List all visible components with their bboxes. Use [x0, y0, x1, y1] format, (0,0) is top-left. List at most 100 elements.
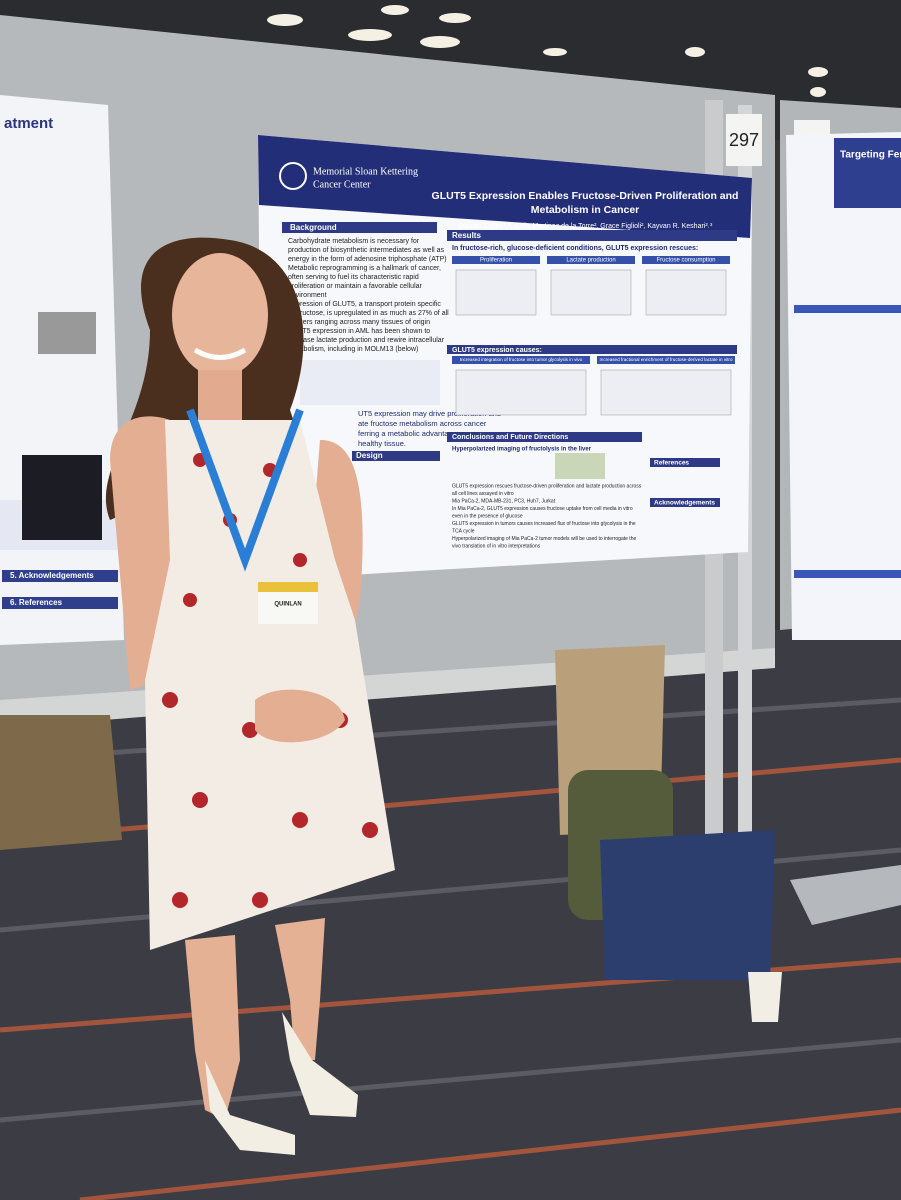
text-line: vivo translation of in vitro interpretat… — [452, 543, 541, 549]
hands — [255, 689, 345, 743]
section-bar — [447, 345, 737, 354]
section-bar — [282, 222, 437, 233]
badge-name: QUINLAN — [274, 602, 301, 608]
hypothesis-text: UT5 expression may drive proliferation a… — [358, 409, 501, 448]
left-poster — [0, 95, 124, 645]
poster-title: Metabolism in Cancer — [531, 204, 640, 216]
light — [420, 36, 460, 48]
poster-title: GLUT5 Expression Enables Fructose-Driven… — [432, 190, 739, 202]
panel-header — [642, 256, 730, 264]
text-line: ferring a metabolic advantage over — [358, 429, 474, 438]
figure — [455, 369, 587, 416]
neck — [198, 370, 242, 420]
shoe — [282, 1012, 358, 1117]
board-number-card — [726, 114, 762, 166]
person: QUINLAN — [105, 237, 395, 1155]
text-line: energy in the form of adenosine triphosp… — [288, 256, 447, 263]
text-line: Metabolic reprogramming is a hallmark of… — [288, 265, 441, 272]
shoe — [205, 1060, 295, 1155]
laptop — [790, 865, 901, 925]
section-bar — [794, 305, 901, 313]
institution: Cancer Center — [313, 179, 371, 190]
panel-title: Increased fractional enrichment of fruct… — [599, 357, 732, 362]
bag — [600, 830, 775, 980]
poster-heading: atment — [4, 115, 53, 132]
text-line: production of biosynthetic intermediates… — [288, 247, 445, 254]
figure — [22, 455, 102, 540]
text-line: often serving to fuel its characteristic… — [288, 274, 419, 281]
smile — [193, 347, 247, 360]
light — [543, 48, 567, 56]
figure — [550, 269, 632, 316]
cup — [748, 972, 782, 1022]
light — [381, 5, 409, 15]
stripe — [0, 1037, 901, 1123]
panel-title: Increased integration of fructose into t… — [460, 357, 583, 362]
section-heading: Acknowledgements — [654, 500, 715, 507]
section-heading: Results — [452, 231, 481, 240]
section-bar — [352, 451, 440, 461]
dress — [145, 420, 395, 950]
figure — [38, 312, 96, 354]
figure — [645, 269, 727, 316]
logo — [279, 162, 307, 190]
poster-header — [834, 138, 901, 208]
text-line: healthy tissue. — [358, 439, 406, 448]
text-line: GLUT5 expression in tumors causes increa… — [452, 521, 636, 527]
conclusions-text: GLUT5 expression rescues fructose-driven… — [452, 483, 642, 549]
poster-heading: Targeting Ferr — [840, 150, 901, 161]
text-line: even in the presence of glucose — [452, 513, 523, 519]
badge-stripe — [258, 582, 318, 592]
figure — [300, 360, 440, 405]
panel-title: Fructose consumption — [656, 258, 715, 264]
ceiling-lights — [267, 5, 828, 97]
section-bar — [2, 570, 118, 582]
figure — [455, 269, 537, 316]
flower — [162, 692, 178, 708]
text-line: for fructose, is upregulated in as much … — [288, 310, 449, 317]
figure — [555, 453, 605, 479]
lanyard — [186, 408, 304, 572]
light — [808, 67, 828, 77]
poster-authors: Quinlan Cullen¹˒², Celia Martinez de la … — [458, 223, 713, 230]
text-line: ate fructose metabolism across cancer — [358, 419, 487, 428]
panel-header — [452, 256, 540, 264]
stripe — [79, 1107, 901, 1200]
light — [267, 14, 303, 26]
section-heading: Design — [356, 451, 383, 460]
section-heading: GLUT5 expression causes: — [452, 347, 542, 354]
section-bar — [2, 597, 118, 609]
text-line: proliferation or maintain a favorable ce… — [288, 283, 423, 290]
flower — [252, 892, 268, 908]
light — [439, 13, 471, 23]
text-line: metabolism, including in MOLM13 (below) — [288, 346, 418, 353]
panel-header — [452, 356, 590, 364]
text-line: environment — [288, 292, 327, 299]
right-poster — [786, 132, 901, 640]
section-bar — [650, 458, 720, 467]
section-heading: References — [654, 460, 689, 467]
flower — [362, 822, 378, 838]
leg — [275, 918, 325, 1060]
text-line: Expression of GLUT5, a transport protein… — [288, 301, 441, 308]
light — [685, 47, 705, 57]
panel-title: Lactate production — [566, 258, 615, 264]
background-text: Carbohydrate metabolism is necessary for… — [288, 238, 449, 353]
flower — [292, 812, 308, 828]
light — [348, 29, 392, 41]
result-panels: Proliferation Lactate production Fructose … — [452, 256, 730, 316]
conclusions-sub: Hyperpolarized imaging of fructolysis in… — [452, 447, 592, 453]
text-line: cancers ranging across many tissues of o… — [288, 319, 430, 326]
text-line: Mia PaCa-2, MDA-MB-231, PC3, Huh7, Jurka… — [452, 498, 556, 504]
panel-header — [547, 256, 635, 264]
cause-panels: Increased integration of fructose into t… — [452, 356, 735, 416]
text-line: In Mia PaCa-2, GLUT5 expression causes f… — [452, 506, 633, 512]
panel-header — [597, 356, 735, 364]
section-heading: Conclusions and Future Directions — [452, 434, 568, 441]
panel-title: Proliferation — [480, 258, 512, 264]
flower — [293, 553, 307, 567]
section-heading: Background — [290, 223, 337, 232]
section-heading: 6. References — [10, 598, 63, 607]
